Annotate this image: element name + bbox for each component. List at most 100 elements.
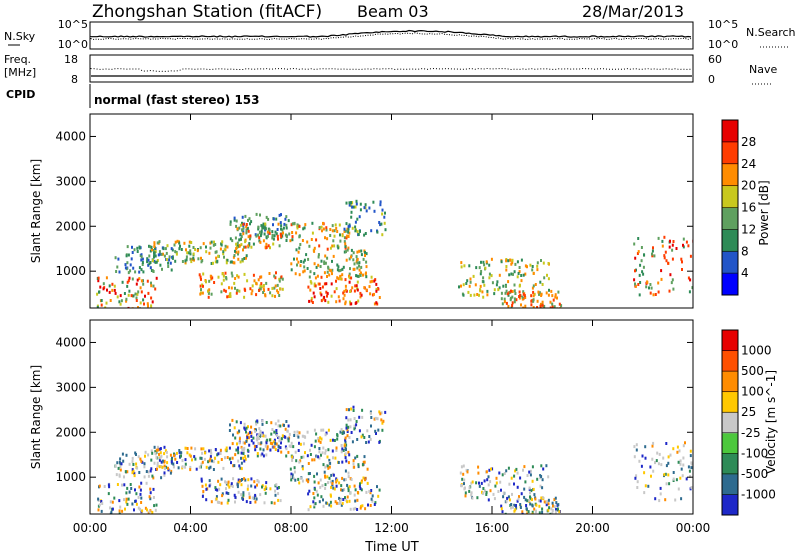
heatmap-cell — [225, 277, 228, 281]
heatmap-cell — [209, 455, 212, 459]
heatmap-cell — [657, 236, 660, 240]
heatmap-cell — [323, 260, 326, 264]
heatmap-cell — [205, 245, 207, 249]
heatmap-cell — [684, 441, 686, 445]
heatmap-cell — [195, 467, 198, 471]
heatmap-cell — [189, 249, 192, 253]
heatmap-cell — [505, 499, 508, 503]
heatmap-cell — [522, 273, 525, 277]
heatmap-cell — [308, 244, 311, 248]
heatmap-cell — [230, 483, 233, 487]
heatmap-cell — [669, 453, 672, 457]
heatmap-cell — [347, 227, 350, 231]
heatmap-cell — [257, 432, 260, 436]
heatmap-cell — [344, 246, 347, 250]
heatmap-cell — [234, 436, 237, 440]
heatmap-cell — [667, 461, 670, 465]
heatmap-cell — [324, 483, 327, 487]
heatmap-cell — [309, 270, 312, 274]
heatmap-cell — [261, 431, 264, 435]
heatmap-cell — [351, 440, 354, 444]
heatmap-cell — [156, 241, 159, 245]
heatmap-cell — [370, 275, 373, 279]
power-colorbar-label: Power [dB] — [757, 180, 771, 245]
heatmap-cell — [251, 284, 254, 288]
heatmap-cell — [298, 273, 301, 277]
heatmap-cell — [318, 456, 321, 460]
heatmap-cell — [279, 446, 282, 450]
heatmap-cell — [111, 507, 114, 511]
colorbar-tick-label: 12 — [741, 222, 756, 236]
heatmap-cell — [541, 510, 544, 514]
heatmap-cell — [360, 249, 363, 253]
heatmap-cell — [356, 508, 359, 511]
heatmap-cell — [556, 507, 559, 511]
heatmap-cell — [547, 508, 550, 512]
heatmap-cell — [344, 278, 347, 282]
heatmap-cell — [209, 457, 212, 461]
heatmap-cell — [131, 471, 134, 475]
y-tick-label: 4000 — [55, 129, 86, 143]
heatmap-cell — [468, 264, 471, 268]
heatmap-cell — [353, 493, 356, 497]
heatmap-cell — [348, 408, 350, 412]
heatmap-cell — [174, 259, 177, 263]
heatmap-cell — [460, 484, 463, 488]
heatmap-cell — [227, 483, 230, 487]
heatmap-cell — [220, 458, 223, 461]
heatmap-cell — [470, 493, 473, 497]
heatmap-cell — [262, 448, 265, 452]
heatmap-cell — [242, 441, 245, 445]
heatmap-cell — [322, 498, 324, 502]
heatmap-cell — [163, 464, 166, 468]
heatmap-cell — [480, 269, 483, 273]
colorbar-segment — [722, 330, 738, 352]
heatmap-cell — [509, 298, 512, 302]
heatmap-cell — [370, 489, 373, 492]
heatmap-cell — [540, 475, 543, 478]
heatmap-cell — [259, 493, 262, 497]
heatmap-cell — [230, 461, 232, 465]
heatmap-cell — [384, 211, 386, 215]
x-tick-label: 04:00 — [173, 521, 208, 535]
colorbar-segment — [722, 273, 738, 296]
heatmap-cell — [512, 505, 514, 509]
heatmap-cell — [324, 474, 326, 478]
heatmap-cell — [547, 498, 550, 502]
heatmap-cell — [339, 275, 342, 279]
heatmap-cell — [344, 242, 347, 246]
heatmap-cell — [523, 465, 526, 469]
heatmap-cell — [316, 274, 319, 278]
heatmap-cell — [240, 483, 243, 487]
heatmap-cell — [324, 254, 327, 258]
heatmap-cell — [358, 215, 361, 219]
heatmap-cell — [680, 257, 683, 261]
heatmap-cell — [365, 271, 367, 275]
heatmap-cell — [235, 291, 238, 295]
heatmap-cell — [235, 219, 238, 223]
heatmap-cell — [349, 491, 352, 495]
heatmap-cell — [534, 283, 537, 286]
heatmap-cell — [145, 481, 148, 485]
heatmap-cell — [156, 464, 159, 468]
heatmap-cell — [359, 202, 362, 206]
heatmap-cell — [345, 426, 348, 430]
heatmap-cell — [522, 468, 524, 472]
heatmap-cell — [258, 230, 261, 234]
heatmap-cell — [541, 283, 544, 286]
heatmap-cell — [327, 428, 330, 432]
heatmap-cell — [313, 474, 316, 478]
heatmap-cell — [127, 253, 130, 257]
heatmap-cell — [301, 465, 304, 469]
heatmap-cell — [467, 290, 470, 294]
heatmap-cell — [356, 257, 359, 261]
heatmap-cell — [140, 253, 143, 257]
heatmap-cell — [107, 492, 110, 496]
colorbar-tick-label: 20 — [741, 179, 756, 193]
heatmap-cell — [315, 265, 318, 269]
heatmap-cell — [129, 269, 132, 273]
heatmap-cell — [340, 503, 343, 507]
heatmap-cell — [533, 507, 536, 511]
heatmap-cell — [243, 441, 246, 445]
